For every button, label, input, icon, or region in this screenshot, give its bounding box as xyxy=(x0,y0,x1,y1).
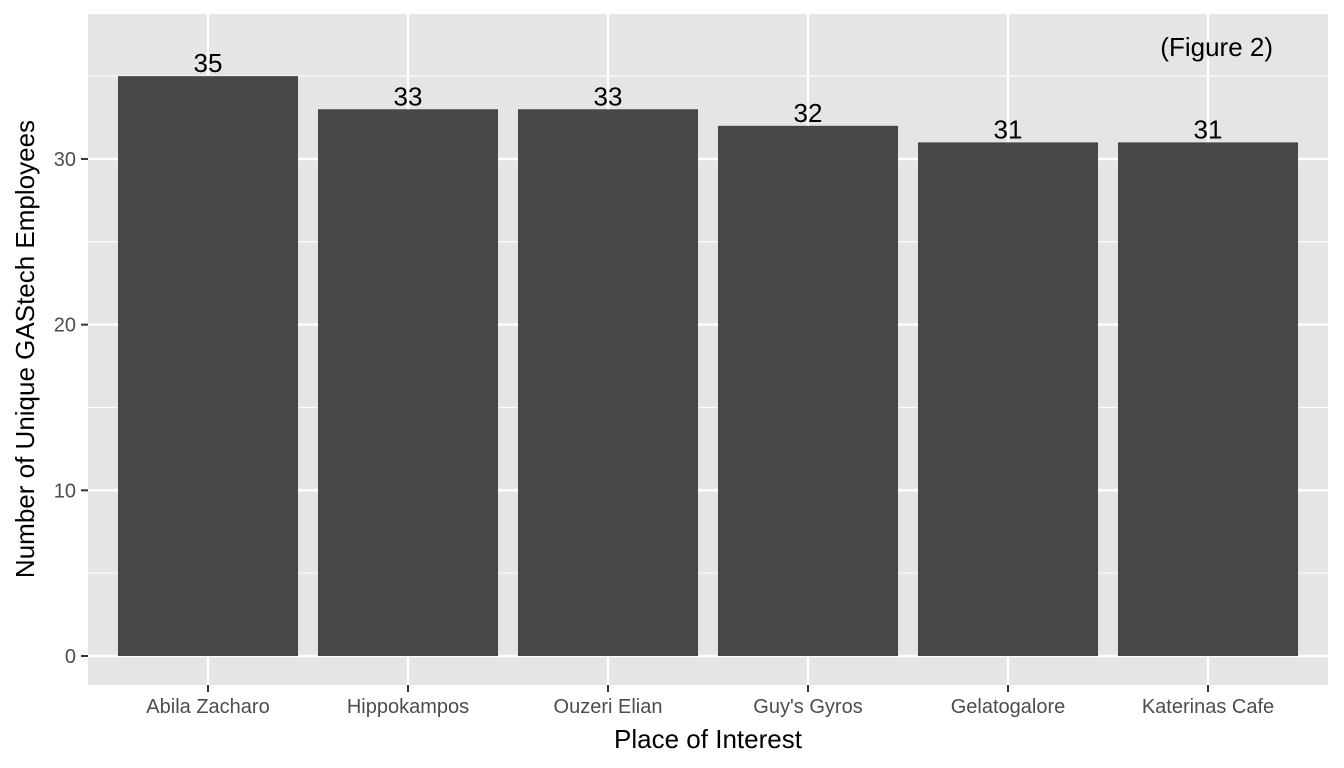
bar-value-label: 35 xyxy=(194,48,223,78)
bar xyxy=(318,109,498,657)
bar-value-label: 33 xyxy=(394,81,423,111)
bar xyxy=(1118,142,1298,657)
bar xyxy=(118,76,298,657)
x-tick-label: Abila Zacharo xyxy=(146,696,269,718)
bar xyxy=(718,125,898,657)
x-tick-label: Guy's Gyros xyxy=(753,696,862,718)
y-tick-label: 10 xyxy=(54,480,76,502)
x-axis: Abila Zacharo Hippokampos Ouzeri Elian Guy'… xyxy=(146,685,1274,718)
bar-value-label: 31 xyxy=(994,114,1023,144)
y-axis-title: Number of Unique GAStech Employees xyxy=(10,120,40,578)
x-tick-label: Gelatogalore xyxy=(951,696,1066,718)
bar-value-label: 31 xyxy=(1194,114,1223,144)
bar xyxy=(518,109,698,657)
y-tick-label: 0 xyxy=(65,646,76,668)
y-tick-label: 20 xyxy=(54,315,76,337)
y-axis: 0 10 20 30 xyxy=(54,149,88,668)
bar-value-label: 33 xyxy=(594,81,623,111)
bar-value-labels: 35 33 33 32 31 31 xyxy=(194,48,1223,144)
x-tick-label: Hippokampos xyxy=(347,696,469,718)
figure-annotation: (Figure 2) xyxy=(1160,32,1273,62)
bars xyxy=(118,76,1298,657)
x-axis-title: Place of Interest xyxy=(614,724,803,754)
y-tick-label: 30 xyxy=(54,149,76,171)
x-tick-label: Ouzeri Elian xyxy=(554,696,663,718)
x-tick-label: Katerinas Cafe xyxy=(1142,696,1274,718)
bar-value-label: 32 xyxy=(794,98,823,128)
bar xyxy=(918,142,1098,657)
